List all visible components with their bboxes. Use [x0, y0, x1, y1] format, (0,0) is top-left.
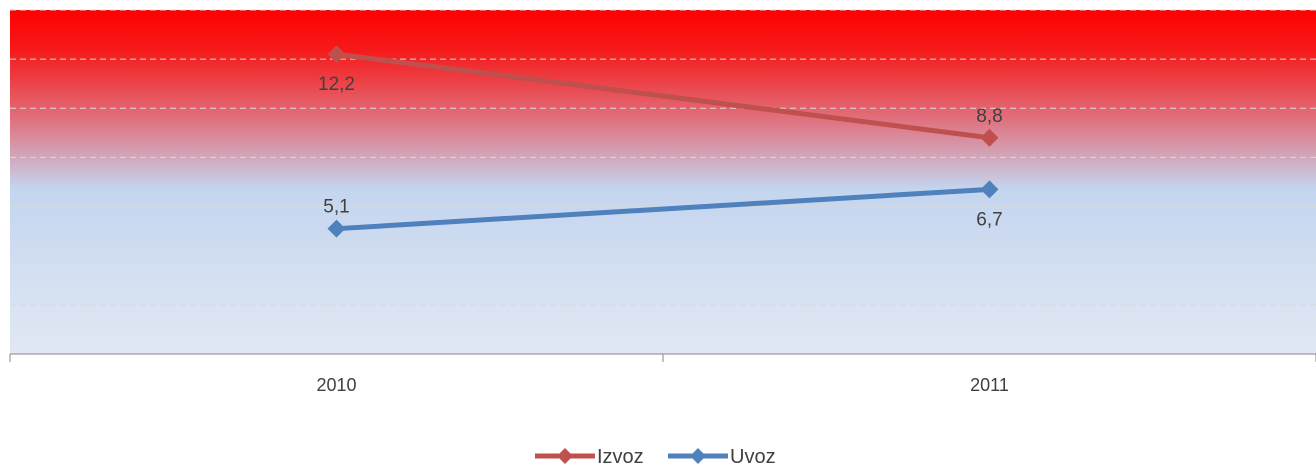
x-tick-label: 2011 — [970, 375, 1009, 395]
x-tick-label: 2010 — [316, 375, 356, 395]
data-label: 6,7 — [976, 209, 1002, 230]
data-label: 12,2 — [318, 74, 355, 95]
legend-label: Izvoz — [597, 446, 644, 466]
data-point-uvoz — [327, 219, 346, 238]
legend: Izvoz Uvoz — [535, 446, 776, 468]
axes — [9, 353, 1316, 362]
legend-item-uvoz: Uvoz — [668, 446, 776, 468]
series-line-izvoz — [334, 51, 992, 141]
data-point-izvoz — [327, 45, 346, 64]
legend-swatch-marker — [557, 448, 573, 464]
legend-label: Uvoz — [730, 446, 776, 466]
data-point-uvoz — [980, 180, 999, 199]
legend-item-izvoz: Izvoz — [535, 446, 644, 468]
series-line-uvoz — [334, 186, 992, 232]
data-point-izvoz — [980, 128, 999, 147]
x-tick-labels: 2010 2011 — [316, 375, 1008, 395]
legend-swatch-marker — [690, 448, 706, 464]
series-layer — [327, 45, 999, 238]
data-label: 5,1 — [323, 197, 349, 218]
plot-area — [10, 10, 1316, 354]
data-label: 8,8 — [976, 106, 1002, 127]
data-labels: 12,2 8,8 5,1 6,7 — [318, 74, 1003, 230]
